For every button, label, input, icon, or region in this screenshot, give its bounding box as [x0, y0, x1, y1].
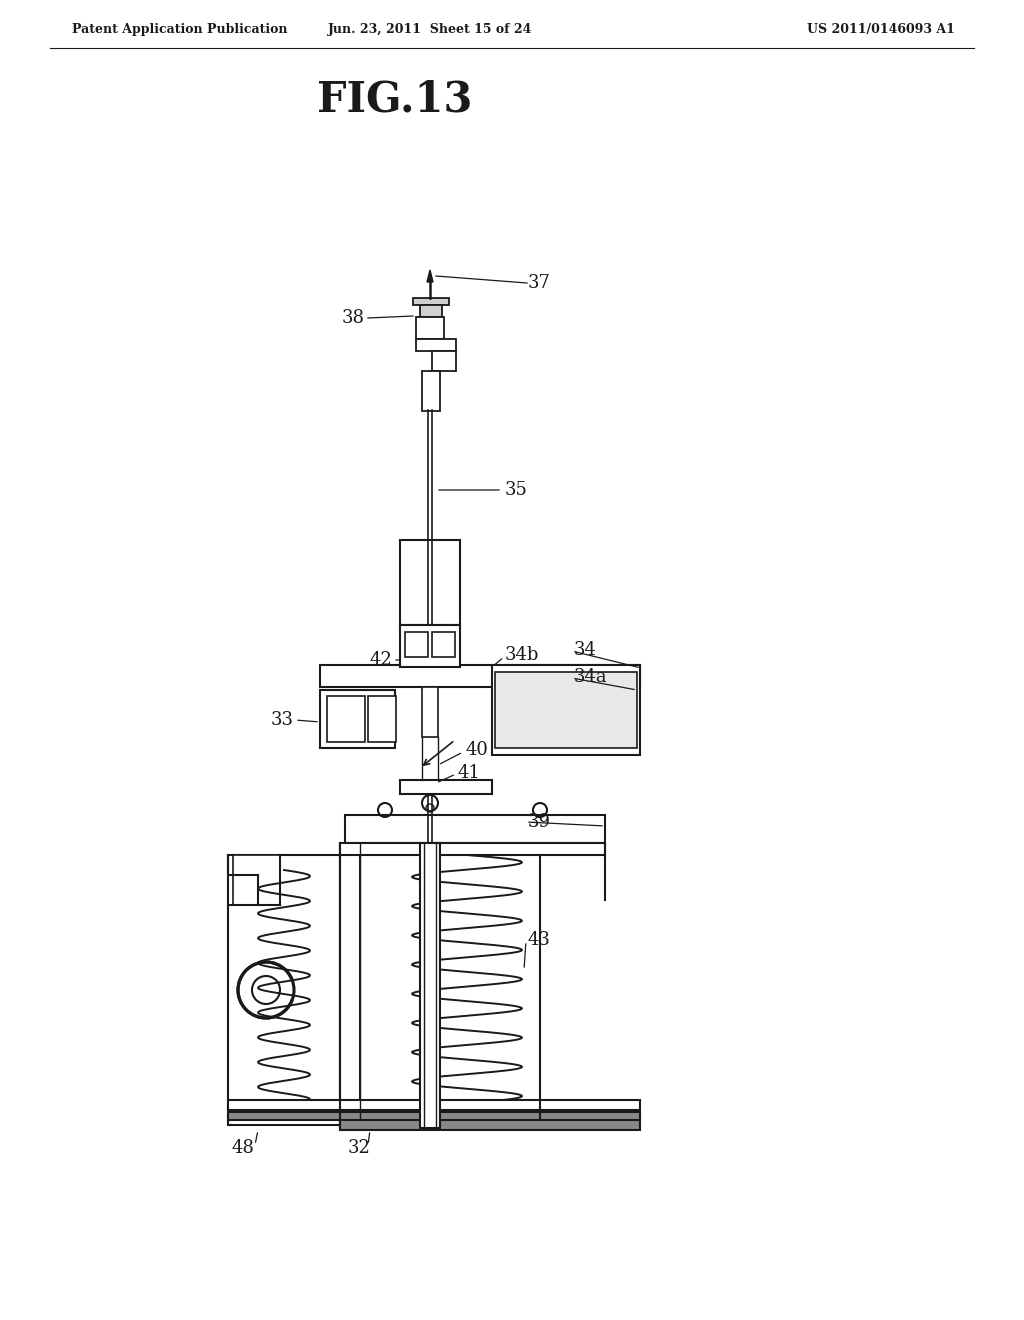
Text: 41: 41 — [458, 764, 481, 781]
Polygon shape — [427, 271, 433, 282]
Bar — [492, 665, 640, 755]
Bar — [416, 317, 444, 339]
Bar — [228, 1100, 640, 1110]
Text: 38: 38 — [342, 309, 365, 327]
Text: 42: 42 — [370, 651, 392, 669]
Bar — [400, 540, 460, 624]
Bar — [420, 305, 442, 317]
Text: 35: 35 — [505, 480, 528, 499]
Text: FIG.13: FIG.13 — [317, 79, 473, 121]
Text: 48: 48 — [232, 1139, 255, 1158]
Bar — [432, 351, 456, 371]
Text: 40: 40 — [465, 741, 487, 759]
Text: 39: 39 — [528, 813, 551, 832]
Text: 37: 37 — [528, 275, 551, 292]
Text: US 2011/0146093 A1: US 2011/0146093 A1 — [807, 24, 955, 37]
Text: Jun. 23, 2011  Sheet 15 of 24: Jun. 23, 2011 Sheet 15 of 24 — [328, 24, 532, 37]
Bar — [340, 1118, 640, 1130]
Text: Patent Application Publication: Patent Application Publication — [72, 24, 288, 37]
Bar — [327, 696, 365, 742]
Bar — [228, 1111, 640, 1119]
Bar — [432, 632, 455, 657]
Bar — [495, 672, 637, 748]
Bar — [422, 686, 438, 737]
Text: 34: 34 — [574, 642, 597, 659]
Text: 32: 32 — [348, 1139, 371, 1158]
Bar — [406, 632, 428, 657]
Bar — [400, 624, 460, 667]
Bar — [368, 696, 396, 742]
Bar — [228, 855, 340, 1125]
Text: 43: 43 — [528, 931, 551, 949]
Text: 34a: 34a — [574, 668, 607, 686]
Bar — [413, 298, 449, 305]
Bar — [233, 855, 280, 906]
Bar — [420, 843, 440, 1129]
Text: 34b: 34b — [505, 645, 540, 664]
Text: 33: 33 — [271, 711, 294, 729]
Bar — [340, 843, 605, 855]
Bar — [400, 780, 492, 795]
Bar — [416, 339, 456, 351]
Bar — [345, 814, 605, 843]
Bar — [319, 665, 640, 686]
Bar — [340, 843, 360, 1129]
Bar — [422, 371, 440, 411]
Bar — [319, 690, 395, 748]
